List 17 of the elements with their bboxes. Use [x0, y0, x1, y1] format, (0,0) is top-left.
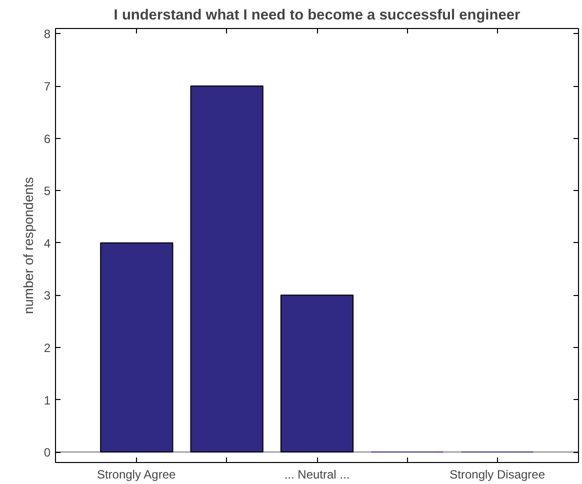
bar	[190, 86, 264, 453]
y-axis-title: number of respondents	[20, 176, 36, 314]
x-tick-label: Strongly Disagree	[450, 468, 546, 482]
y-tick-label: 3	[44, 288, 51, 303]
y-tick-label: 8	[44, 27, 51, 42]
y-tick-label: 2	[44, 340, 51, 355]
y-tick-label: 5	[44, 184, 51, 198]
bar	[100, 242, 174, 453]
chart-title: I understand what I need to become a successful engineer	[114, 8, 520, 24]
x-tick-label: ... Neutral ...	[284, 468, 350, 482]
y-tick-label: 6	[44, 132, 51, 146]
y-tick-label: 4	[44, 236, 51, 250]
x-tick-label: Strongly Agree	[96, 468, 176, 482]
y-tick-label: 0	[44, 446, 51, 460]
y-tick-label: 7	[44, 80, 51, 94]
y-tick-label: 1	[44, 393, 51, 408]
bar	[280, 294, 354, 453]
